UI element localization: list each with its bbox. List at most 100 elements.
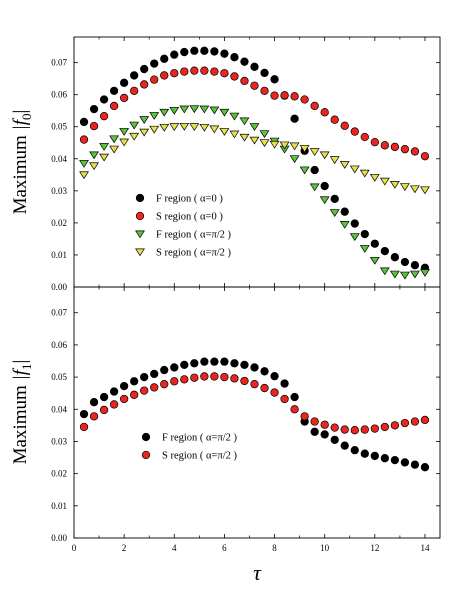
data-point xyxy=(289,142,300,151)
data-point xyxy=(260,367,269,376)
data-point xyxy=(99,392,109,402)
data-point xyxy=(329,156,340,165)
data-point xyxy=(169,106,180,115)
data-point xyxy=(79,135,89,144)
data-point xyxy=(190,359,199,368)
data-point xyxy=(339,221,350,229)
y-tick-label: 0.02 xyxy=(51,218,67,228)
data-point xyxy=(250,380,259,389)
data-point xyxy=(380,246,389,256)
y-label-prefix: Maximum xyxy=(10,130,31,214)
data-point xyxy=(270,75,279,84)
data-point xyxy=(359,245,370,253)
data-point xyxy=(109,135,120,144)
data-point xyxy=(200,46,209,55)
data-point xyxy=(340,441,349,450)
data-point xyxy=(260,383,269,393)
data-point xyxy=(160,365,169,375)
data-point xyxy=(370,451,379,461)
data-point xyxy=(99,153,110,162)
data-point xyxy=(119,394,129,404)
y-label-suffix: | xyxy=(10,110,31,114)
data-point xyxy=(410,147,420,156)
data-point xyxy=(350,446,359,455)
data-point xyxy=(260,68,269,78)
y-tick-label: 0.04 xyxy=(51,154,67,164)
data-point xyxy=(189,123,200,132)
data-point xyxy=(220,69,229,78)
data-point xyxy=(249,136,260,145)
data-point xyxy=(350,127,359,136)
data-point xyxy=(409,185,420,194)
x-tick-label: 10 xyxy=(320,543,330,553)
data-point xyxy=(140,80,149,89)
data-point xyxy=(160,54,169,63)
legend-label: S region ( α=0 ) xyxy=(156,212,223,223)
series-0 xyxy=(79,46,430,272)
data-point xyxy=(259,139,270,148)
y-tick-label: 0.03 xyxy=(51,186,67,196)
data-point xyxy=(360,229,369,239)
data-point xyxy=(79,117,89,127)
data-point xyxy=(340,207,349,216)
y-label-subscript: 0 xyxy=(19,113,34,120)
y-label-symbol: |f xyxy=(10,117,31,130)
y-tick-label: 0.07 xyxy=(51,308,67,318)
bottom-panel: 0.00 0.01 0.02 0.03 0.04 0.05 0.06 0.07 0 2 4 6 8 10 1… xyxy=(10,286,441,585)
data-point xyxy=(160,71,169,80)
y-tick-label: 0.00 xyxy=(51,282,67,292)
data-point xyxy=(149,112,160,120)
legend-label: S region ( α=π/2 ) xyxy=(162,451,238,462)
data-point xyxy=(130,390,139,399)
data-point xyxy=(109,387,119,396)
data-point xyxy=(119,128,130,136)
data-point xyxy=(209,125,220,134)
data-point xyxy=(239,133,250,142)
data-point xyxy=(209,106,220,115)
data-point xyxy=(119,93,129,103)
data-point xyxy=(330,115,339,124)
data-point xyxy=(170,50,179,59)
data-point xyxy=(299,166,310,175)
data-point xyxy=(400,145,410,154)
data-point xyxy=(109,145,120,154)
data-point xyxy=(239,117,250,126)
data-point xyxy=(369,173,380,182)
data-point xyxy=(199,105,210,114)
y-tick-label: 0.06 xyxy=(51,90,67,100)
data-point xyxy=(109,400,119,409)
series-1 xyxy=(79,66,430,161)
data-point xyxy=(370,239,379,248)
data-point xyxy=(309,148,320,157)
data-point xyxy=(349,233,360,241)
data-point xyxy=(280,91,289,100)
data-point xyxy=(169,123,180,132)
data-point xyxy=(420,269,430,277)
legend-marker xyxy=(141,432,151,442)
legend-label: F region ( α=0 ) xyxy=(156,194,223,205)
data-point xyxy=(249,123,260,132)
data-point xyxy=(389,180,400,189)
data-point xyxy=(240,76,249,86)
top-panel-marks xyxy=(79,46,430,280)
data-point xyxy=(150,383,159,392)
data-point xyxy=(140,64,149,74)
data-point xyxy=(180,360,189,370)
data-point xyxy=(180,67,189,76)
legend-marker xyxy=(135,211,145,221)
legend-marker xyxy=(135,230,145,239)
y-tick-label: 0.06 xyxy=(51,340,67,350)
legend-label: S region ( α=π/2 ) xyxy=(156,248,232,259)
data-point xyxy=(330,435,339,445)
data-point xyxy=(319,196,330,205)
data-point xyxy=(310,165,319,175)
data-point xyxy=(290,92,299,101)
data-point xyxy=(240,376,249,386)
bottom-panel-legend: F region ( α=π/2 ) S region ( α=π/2 ) xyxy=(141,432,238,462)
data-point xyxy=(269,140,280,149)
top-panel: 0.00 0.01 0.02 0.03 0.04 0.05 0.06 0.07 F regio… xyxy=(10,36,441,292)
data-point xyxy=(109,101,119,111)
y-tick-label: 0.03 xyxy=(51,436,67,446)
data-point xyxy=(89,412,99,421)
data-point xyxy=(79,160,89,168)
